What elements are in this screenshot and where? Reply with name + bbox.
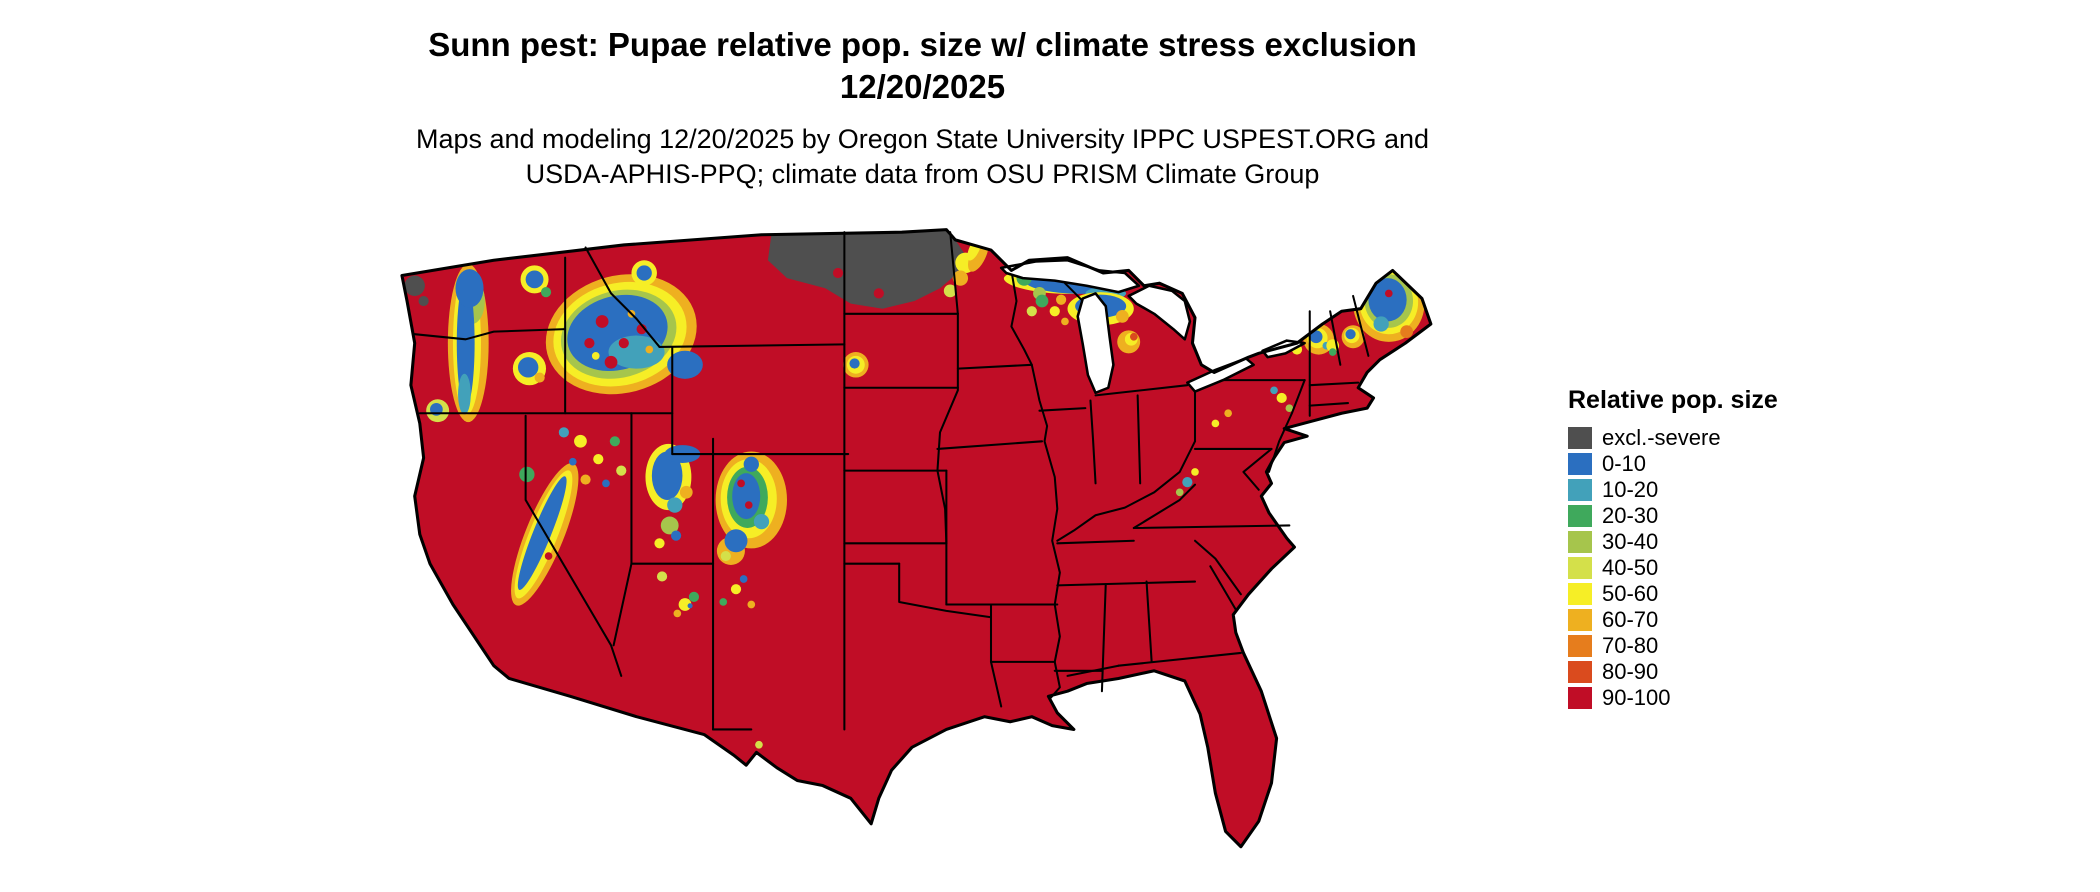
legend-item: 0-10 [1568, 451, 1888, 476]
legend-swatch [1568, 531, 1592, 553]
legend-item: 50-60 [1568, 581, 1888, 606]
legend-swatch [1568, 453, 1592, 475]
legend-item-label: 10-20 [1602, 477, 1659, 502]
legend-item-label: 80-90 [1602, 659, 1659, 684]
legend-item-label: 60-70 [1602, 607, 1659, 632]
great-lakes [999, 258, 1306, 395]
lake-michigan [1076, 292, 1115, 395]
legend-item: 70-80 [1568, 633, 1888, 658]
lake-huron [1127, 284, 1192, 341]
legend-item: 60-70 [1568, 607, 1888, 632]
us-map [302, 222, 1527, 885]
legend-swatch [1568, 609, 1592, 631]
us-outline [400, 228, 1433, 849]
legend-items: excl.-severe 0-10 10-20 20-30 30-40 40-50 50-6… [1568, 425, 1888, 710]
legend-item: 40-50 [1568, 555, 1888, 580]
legend-swatch [1568, 661, 1592, 683]
title-line-2: 12/20/2025 [839, 68, 1006, 105]
legend-item-label: 30-40 [1602, 529, 1659, 554]
us-map-svg [400, 228, 1433, 849]
legend-swatch [1568, 583, 1592, 605]
lake-superior [999, 258, 1141, 294]
legend-swatch [1568, 427, 1592, 449]
subtitle-line-1: Maps and modeling 12/20/2025 by Oregon S… [415, 124, 1430, 154]
legend-item: 30-40 [1568, 529, 1888, 554]
legend-item-label: 0-10 [1602, 451, 1647, 476]
legend-item-label: 40-50 [1602, 555, 1659, 580]
legend-swatch [1568, 687, 1592, 709]
legend-item: 20-30 [1568, 503, 1888, 528]
legend-item: 90-100 [1568, 685, 1888, 710]
map-subtitle: Maps and modeling 12/20/2025 by Oregon S… [0, 122, 1845, 192]
state-borders [413, 231, 1370, 731]
title-line-1: Sunn pest: Pupae relative pop. size w/ c… [428, 26, 1417, 63]
legend-title: Relative pop. size [1568, 386, 1778, 414]
legend-swatch [1568, 557, 1592, 579]
legend-swatch [1568, 635, 1592, 657]
legend-item: excl.-severe [1568, 425, 1888, 450]
legend-swatch [1568, 505, 1592, 527]
legend-item-label: excl.-severe [1602, 425, 1721, 450]
legend-item-label: 50-60 [1602, 581, 1659, 606]
legend-item-label: 70-80 [1602, 633, 1659, 658]
legend-item: 10-20 [1568, 477, 1888, 502]
lake-erie [1186, 357, 1255, 393]
legend-swatch [1568, 479, 1592, 501]
legend-item: 80-90 [1568, 659, 1888, 684]
subtitle-line-2: USDA-APHIS-PPQ; climate data from OSU PR… [525, 159, 1320, 189]
legend-item-label: 90-100 [1602, 685, 1671, 710]
legend-item-label: 20-30 [1602, 503, 1659, 528]
legend: Relative pop. size excl.-severe 0-10 10-20… [1568, 386, 1888, 713]
map-raster [401, 229, 1431, 847]
map-title: Sunn pest: Pupae relative pop. size w/ c… [0, 24, 1845, 108]
